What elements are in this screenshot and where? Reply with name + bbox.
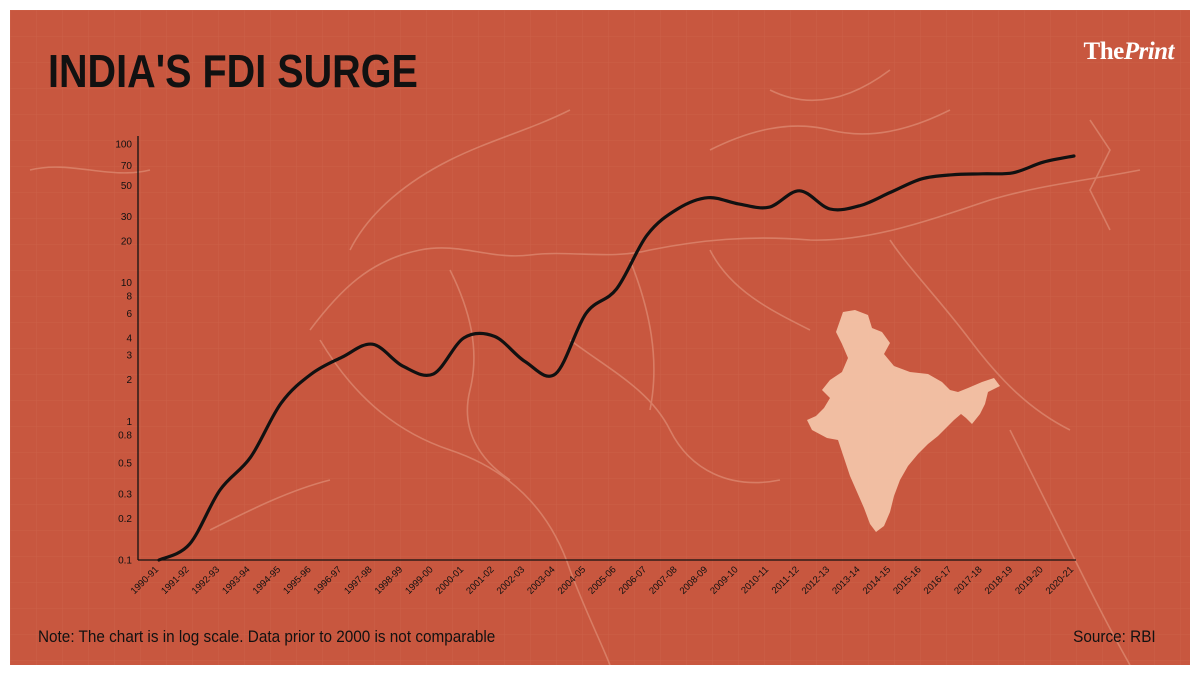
x-tick-label: 2011-12 bbox=[770, 564, 802, 596]
x-tick-label: 1997-98 bbox=[342, 564, 374, 596]
series-group bbox=[157, 154, 1076, 562]
x-tick-label: 2017-18 bbox=[952, 564, 984, 596]
y-tick-label: 70 bbox=[121, 161, 133, 172]
x-tick-label: 2016-17 bbox=[922, 564, 954, 596]
chart-note: Note: The chart is in log scale. Data pr… bbox=[38, 627, 496, 646]
x-tick-label: 2019-20 bbox=[1013, 564, 1045, 596]
y-tick-label: 0.1 bbox=[118, 556, 132, 567]
brand-part-2: Print bbox=[1123, 38, 1175, 65]
y-tick-label: 4 bbox=[126, 333, 132, 344]
y-tick-label: 3 bbox=[126, 351, 132, 362]
x-tick-label: 1999-00 bbox=[403, 564, 435, 596]
x-tick-label: 2009-10 bbox=[708, 564, 740, 596]
y-tick-label: 0.3 bbox=[118, 489, 132, 500]
y-tick-label: 6 bbox=[126, 309, 132, 320]
x-tick-label: 2015-16 bbox=[891, 564, 923, 596]
x-tick-label: 2020-21 bbox=[1044, 564, 1076, 596]
world-map-background bbox=[10, 10, 1190, 665]
x-tick-label: 1998-99 bbox=[373, 564, 405, 596]
y-tick-label: 0.8 bbox=[118, 430, 132, 441]
x-tick-label: 2004-05 bbox=[556, 564, 588, 596]
fdi-series-line bbox=[157, 154, 1076, 562]
x-tick-label: 2001-02 bbox=[464, 564, 496, 596]
x-tick-label: 1993-94 bbox=[220, 564, 252, 596]
x-tick-label: 2013-14 bbox=[830, 564, 862, 596]
x-tick-label: 1991-92 bbox=[159, 564, 191, 596]
y-tick-label: 1 bbox=[126, 417, 132, 428]
x-tick-label: 2010-11 bbox=[739, 564, 771, 596]
chart-frame: INDIA'S FDI SURGE ThePrint 100 70 50 30 20 10… bbox=[10, 10, 1190, 665]
y-tick-label: 0.5 bbox=[118, 459, 132, 470]
x-tick-label: 1994-95 bbox=[251, 564, 283, 596]
x-tick-label: 1996-97 bbox=[312, 564, 344, 596]
chart-source: Source: RBI bbox=[1073, 627, 1156, 646]
map-borders bbox=[29, 69, 1141, 665]
india-map-icon bbox=[807, 310, 1000, 532]
y-tick-label: 2 bbox=[126, 375, 132, 386]
y-tick-label: 10 bbox=[121, 278, 133, 289]
x-tick-label: 1990-91 bbox=[129, 564, 161, 596]
page-title: INDIA'S FDI SURGE bbox=[48, 45, 418, 97]
fdi-line-chart: 100 70 50 30 20 10 8 6 4 3 2 1 0.8 0.5 0.3 0.2 0.1 1990-… bbox=[115, 136, 1076, 597]
x-tick-label: 2003-04 bbox=[525, 564, 557, 596]
x-tick-label: 1992-93 bbox=[190, 564, 222, 596]
x-tick-label: 2002-03 bbox=[495, 564, 527, 596]
x-tick-label: 2014-15 bbox=[861, 564, 893, 596]
x-tick-label: 2008-09 bbox=[678, 564, 710, 596]
y-tick-label: 0.2 bbox=[118, 514, 132, 525]
y-axis: 100 70 50 30 20 10 8 6 4 3 2 1 0.8 0.5 0.3 0.2 0.1 bbox=[115, 136, 139, 567]
y-tick-label: 50 bbox=[121, 181, 133, 192]
brand-part-1: The bbox=[1083, 38, 1125, 65]
y-tick-label: 30 bbox=[121, 212, 133, 223]
y-tick-label: 20 bbox=[121, 236, 133, 247]
x-tick-label: 2018-19 bbox=[983, 564, 1015, 596]
y-tick-label: 8 bbox=[126, 292, 132, 303]
x-tick-label: 2012-13 bbox=[800, 564, 832, 596]
x-tick-label: 2005-06 bbox=[586, 564, 618, 596]
brand-logo: ThePrint bbox=[1083, 38, 1175, 66]
x-axis: 1990-911991-921992-931993-941994-951995-… bbox=[129, 559, 1076, 597]
x-tick-label: 2007-08 bbox=[647, 564, 679, 596]
x-tick-label: 2000-01 bbox=[434, 564, 466, 596]
y-tick-label: 100 bbox=[115, 140, 132, 151]
x-tick-label: 1995-96 bbox=[281, 564, 313, 596]
x-tick-label: 2006-07 bbox=[617, 564, 649, 596]
